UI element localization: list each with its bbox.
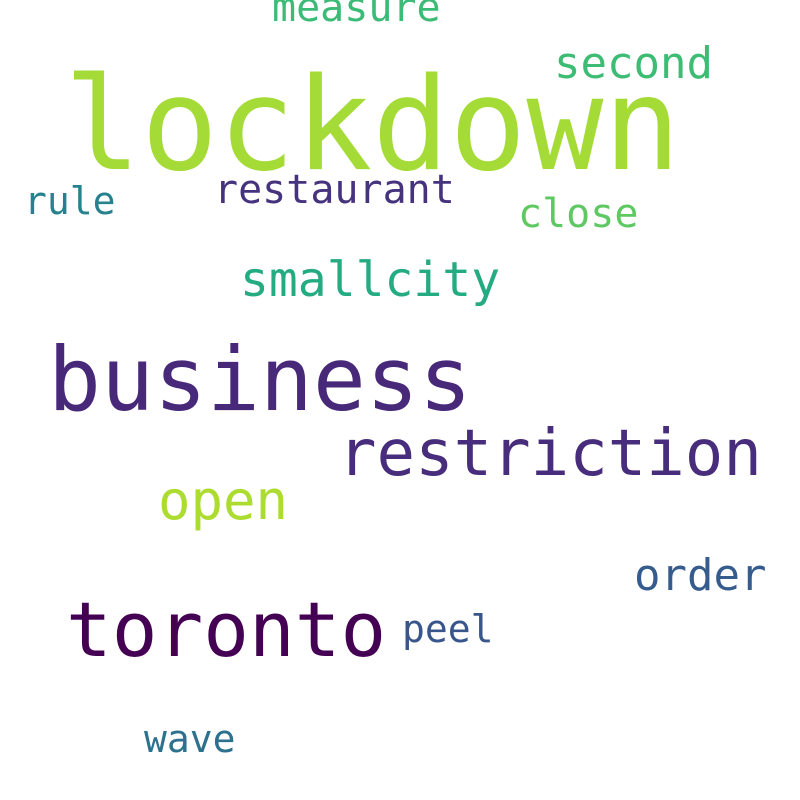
- word-wave: wave: [144, 717, 236, 761]
- word-close: close: [518, 191, 639, 237]
- word-open: open: [158, 469, 289, 532]
- word-measure: measure: [272, 0, 441, 31]
- word-business: business: [48, 328, 472, 431]
- word-smallcity: smallcity: [240, 252, 501, 308]
- word-order: order: [634, 550, 767, 601]
- word-restaurant: restaurant: [214, 167, 455, 213]
- word-second: second: [554, 38, 713, 89]
- word-peel: peel: [402, 607, 494, 651]
- word-restriction: restriction: [338, 417, 762, 491]
- word-rule: rule: [24, 179, 116, 223]
- word-toronto: toronto: [66, 585, 387, 674]
- word-lockdown: lockdown: [64, 51, 681, 200]
